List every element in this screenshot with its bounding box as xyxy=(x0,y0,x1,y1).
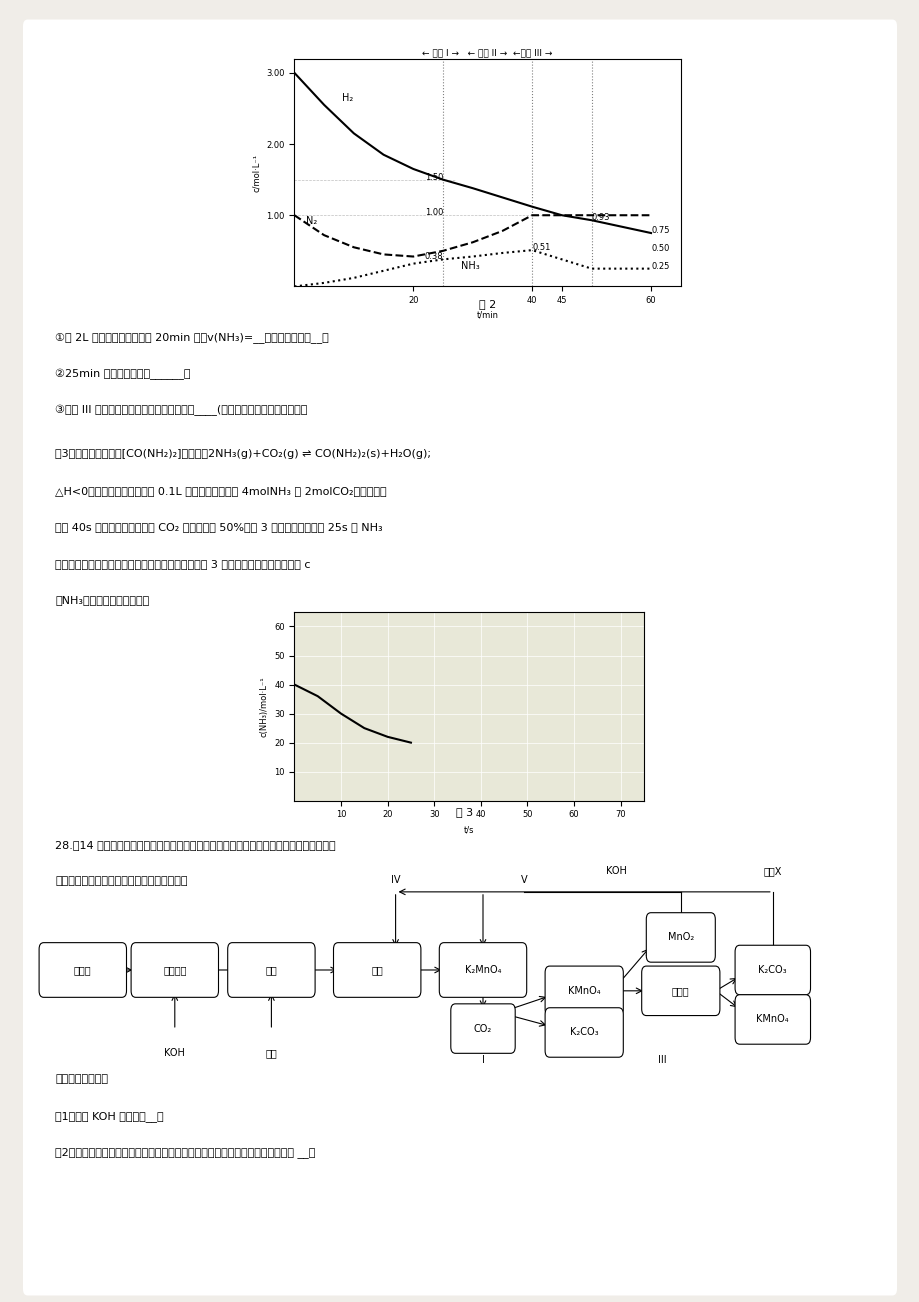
Text: MnO₂: MnO₂ xyxy=(667,932,693,943)
Text: （NH₃）随时间的变化曲线。: （NH₃）随时间的变化曲线。 xyxy=(55,595,149,605)
Text: 0.75: 0.75 xyxy=(651,227,669,236)
Text: 0.38: 0.38 xyxy=(424,253,443,262)
X-axis label: t/min: t/min xyxy=(476,311,498,320)
Text: KOH: KOH xyxy=(606,866,626,876)
Y-axis label: c/mol·L⁻¹: c/mol·L⁻¹ xyxy=(252,154,260,191)
Text: △H<0。某温度下，向容器为 0.1L 的密闭容器中通入 4molNH₃ 和 2molCO₂，该反应进: △H<0。某温度下，向容器为 0.1L 的密闭容器中通入 4molNH₃ 和 2… xyxy=(55,486,386,496)
Text: 的浓度随时间的变化而变化。其他条件不变，请在图 3 中用实线画出使用催化剂后 c: 的浓度随时间的变化而变化。其他条件不变，请在图 3 中用实线画出使用催化剂后 c xyxy=(55,559,311,569)
Text: 试剂X: 试剂X xyxy=(763,866,781,876)
Text: KOH: KOH xyxy=(165,1048,185,1059)
FancyBboxPatch shape xyxy=(450,1004,515,1053)
Text: 图 3: 图 3 xyxy=(456,807,472,818)
Text: 0.93: 0.93 xyxy=(591,214,609,223)
Text: IV: IV xyxy=(391,875,400,885)
Text: K₂CO₃: K₂CO₃ xyxy=(569,1027,598,1038)
Text: V: V xyxy=(520,875,528,885)
Text: 1.00: 1.00 xyxy=(425,208,443,217)
Text: K₂CO₃: K₂CO₃ xyxy=(757,965,787,975)
Text: H₂: H₂ xyxy=(342,94,353,103)
Text: 粉碎矿石: 粉碎矿石 xyxy=(163,965,187,975)
Text: 图 2: 图 2 xyxy=(479,299,495,310)
Text: I: I xyxy=(481,1055,484,1065)
Text: 0.25: 0.25 xyxy=(651,262,669,271)
FancyBboxPatch shape xyxy=(439,943,526,997)
Text: （2）写出二氧化锰和氢氧化钾熔融物中通入空气时发生的主要化学反应的方程式 __。: （2）写出二氧化锰和氢氧化钾熔融物中通入空气时发生的主要化学反应的方程式 __。 xyxy=(55,1147,315,1157)
Text: 0.51: 0.51 xyxy=(531,243,550,253)
Title: ← 时段 I →   ← 时段 II →  ←时段 III →: ← 时段 I → ← 时段 II → ←时段 III → xyxy=(422,48,552,57)
Text: 空气: 空气 xyxy=(266,1048,277,1059)
Y-axis label: c(NH₃)/mol·L⁻¹: c(NH₃)/mol·L⁻¹ xyxy=(259,676,268,737)
FancyBboxPatch shape xyxy=(734,995,810,1044)
Text: K₂MnO₄: K₂MnO₄ xyxy=(464,965,501,975)
Text: N₂: N₂ xyxy=(306,216,317,225)
FancyBboxPatch shape xyxy=(228,943,314,997)
Text: NH₃: NH₃ xyxy=(460,260,479,271)
Text: II: II xyxy=(544,1046,550,1056)
FancyBboxPatch shape xyxy=(641,966,719,1016)
Text: III: III xyxy=(657,1055,666,1065)
Text: 锰酸钾的流程如下（部分条件和产物省略）：: 锰酸钾的流程如下（部分条件和产物省略）： xyxy=(55,876,187,887)
FancyBboxPatch shape xyxy=(23,20,896,1295)
Text: KMnO₄: KMnO₄ xyxy=(567,986,600,996)
FancyBboxPatch shape xyxy=(544,1008,623,1057)
Text: 0.50: 0.50 xyxy=(651,243,669,253)
Text: 熔融: 熔融 xyxy=(266,965,277,975)
FancyBboxPatch shape xyxy=(130,943,219,997)
X-axis label: t/s: t/s xyxy=(463,825,474,835)
FancyBboxPatch shape xyxy=(646,913,715,962)
Text: ①在 2L 容器中发生反应，前 20min 内，v(NH₃)=__，放出的热量为__。: ①在 2L 容器中发生反应，前 20min 内，v(NH₃)=__，放出的热量为… xyxy=(55,332,329,342)
FancyBboxPatch shape xyxy=(734,945,810,995)
Text: 行到 40s 时，达到平衡，此时 CO₂ 的妆花率为 50%。图 3 中的曲线表示在前 25s 内 NH₃: 行到 40s 时，达到平衡，此时 CO₂ 的妆花率为 50%。图 3 中的曲线表… xyxy=(55,522,382,533)
Text: KMnO₄: KMnO₄ xyxy=(755,1014,789,1025)
Text: （1）写出 KOH 的电子式__。: （1）写出 KOH 的电子式__。 xyxy=(55,1111,164,1121)
Text: 28.（14 分）高锰酸钾可用于生活消毒，是中学化学常见的氧化剂。工业上，用软锰矿制高: 28.（14 分）高锰酸钾可用于生活消毒，是中学化学常见的氧化剂。工业上，用软锰… xyxy=(55,840,335,850)
Text: 1.50: 1.50 xyxy=(425,173,443,182)
FancyBboxPatch shape xyxy=(333,943,421,997)
Text: 软锰矿: 软锰矿 xyxy=(74,965,92,975)
Text: 水浸: 水浸 xyxy=(371,965,382,975)
Text: ③时段 III 条件下，反应的平衡常数表达式为____(只列计算表达式，不计算）。: ③时段 III 条件下，反应的平衡常数表达式为____(只列计算表达式，不计算）… xyxy=(55,405,307,417)
FancyBboxPatch shape xyxy=(544,966,623,1016)
Text: （3）用氨气制取尿素[CO(NH₂)₂]的反应：2NH₃(g)+CO₂(g) ⇌ CO(NH₂)₂(s)+H₂O(g);: （3）用氨气制取尿素[CO(NH₂)₂]的反应：2NH₃(g)+CO₂(g) ⇌… xyxy=(55,449,431,460)
Text: 请回答下列问题：: 请回答下列问题： xyxy=(55,1074,108,1085)
Text: 重结晶: 重结晶 xyxy=(671,986,689,996)
Text: CO₂: CO₂ xyxy=(473,1023,492,1034)
FancyBboxPatch shape xyxy=(39,943,127,997)
Text: ②25min 时采取的措施是______。: ②25min 时采取的措施是______。 xyxy=(55,368,190,380)
